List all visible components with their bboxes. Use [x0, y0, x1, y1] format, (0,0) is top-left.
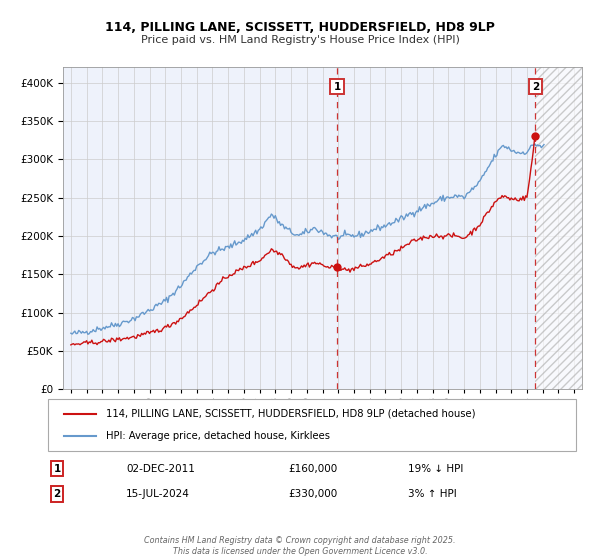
Text: Contains HM Land Registry data © Crown copyright and database right 2025.
This d: Contains HM Land Registry data © Crown c…: [144, 536, 456, 556]
Text: Price paid vs. HM Land Registry's House Price Index (HPI): Price paid vs. HM Land Registry's House …: [140, 35, 460, 45]
Text: 114, PILLING LANE, SCISSETT, HUDDERSFIELD, HD8 9LP: 114, PILLING LANE, SCISSETT, HUDDERSFIEL…: [105, 21, 495, 34]
Text: 2: 2: [53, 489, 61, 499]
Text: HPI: Average price, detached house, Kirklees: HPI: Average price, detached house, Kirk…: [106, 431, 330, 441]
Text: 114, PILLING LANE, SCISSETT, HUDDERSFIELD, HD8 9LP (detached house): 114, PILLING LANE, SCISSETT, HUDDERSFIEL…: [106, 409, 476, 419]
Text: 15-JUL-2024: 15-JUL-2024: [126, 489, 190, 499]
Text: 02-DEC-2011: 02-DEC-2011: [126, 464, 195, 474]
Text: 19% ↓ HPI: 19% ↓ HPI: [408, 464, 463, 474]
Text: £330,000: £330,000: [288, 489, 337, 499]
Text: 1: 1: [334, 82, 341, 91]
Text: 2: 2: [532, 82, 539, 91]
Text: £160,000: £160,000: [288, 464, 337, 474]
Text: 1: 1: [53, 464, 61, 474]
FancyBboxPatch shape: [48, 399, 576, 451]
Text: 3% ↑ HPI: 3% ↑ HPI: [408, 489, 457, 499]
Bar: [535, 67, 582, 389]
